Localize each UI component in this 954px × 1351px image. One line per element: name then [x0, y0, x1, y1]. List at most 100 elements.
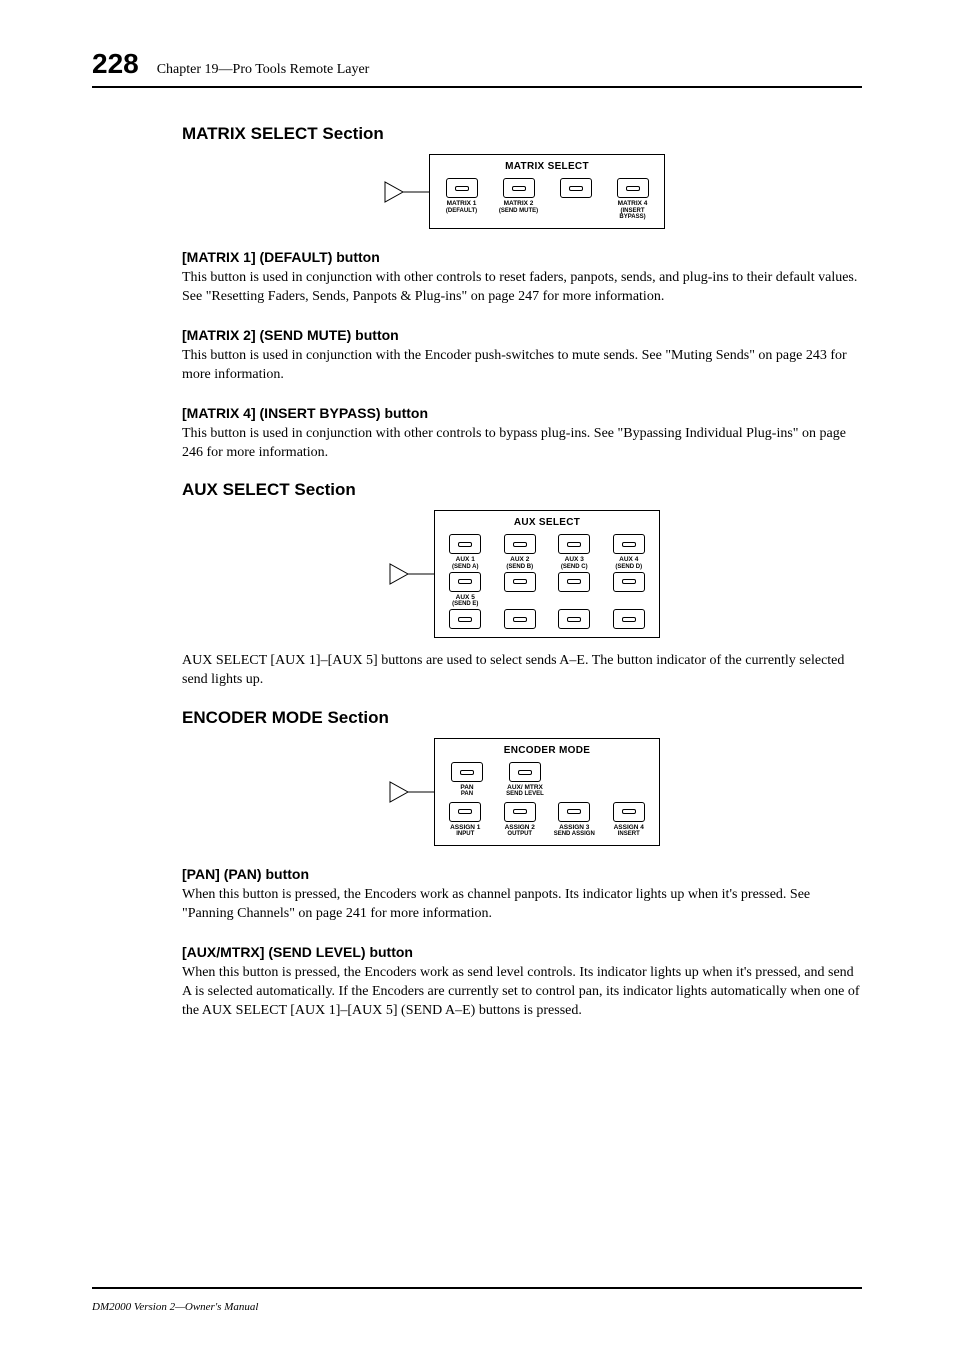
encoder-btn: PAN PAN	[443, 762, 491, 797]
matrix-btn-4: MATRIX 4 (INSERT BYPASS)	[609, 178, 656, 220]
encoder-panel-title: ENCODER MODE	[443, 745, 651, 756]
page-number: 228	[92, 48, 139, 80]
hw-button-icon	[449, 572, 481, 592]
btn-label: ASSIGN 1	[450, 824, 480, 831]
diagram-lead-icon	[379, 154, 429, 229]
aux-row-1: AUX 1 (SEND A) AUX 2 (SEND B) AUX 3 (SEN…	[443, 534, 651, 569]
encoder-btn: ASSIGN 1 INPUT	[443, 802, 488, 837]
hw-button-icon	[504, 534, 536, 554]
aux-row-2: AUX 5 (SEND E)	[443, 572, 651, 607]
btn-label: AUX 3	[565, 556, 584, 563]
sub-pan-p: When this button is pressed, the Encoder…	[182, 886, 862, 924]
encoder-row-2: ASSIGN 1 INPUT ASSIGN 2 OUTPUT ASSIGN 3 …	[443, 802, 651, 837]
hw-button-icon	[504, 609, 536, 629]
matrix-panel-title: MATRIX SELECT	[438, 161, 656, 172]
encoder-btn: ASSIGN 2 OUTPUT	[498, 802, 543, 837]
btn-label: AUX 2	[510, 556, 529, 563]
btn-sub: (SEND D)	[615, 564, 642, 570]
btn-sub: (SEND E)	[452, 601, 478, 607]
btn-paren: (SEND MUTE)	[499, 208, 538, 214]
page-content: MATRIX SELECT Section MATRIX SELECT MATR…	[182, 124, 862, 1020]
aux-btn	[498, 572, 543, 607]
sub-matrix2-p: This button is used in conjunction with …	[182, 347, 862, 385]
encoder-btn: AUX/ MTRX SEND LEVEL	[501, 762, 549, 797]
matrix-btn-3	[552, 178, 599, 220]
btn-sub: PAN	[461, 791, 473, 797]
hw-button-icon	[451, 762, 483, 782]
encoder-mode-panel: ENCODER MODE PAN PAN AUX/ MTRX SEND LEVE…	[434, 738, 660, 846]
aux-select-panel: AUX SELECT AUX 1 (SEND A) AUX 2 (SEND B)…	[434, 510, 660, 638]
sub-matrix1-h: [MATRIX 1] (DEFAULT) button	[182, 249, 862, 265]
section-encoder-title: ENCODER MODE Section	[182, 708, 862, 728]
btn-sub: INSERT	[618, 831, 640, 837]
page-header: 228 Chapter 19—Pro Tools Remote Layer	[92, 48, 862, 88]
btn-paren: (DEFAULT)	[446, 208, 477, 214]
diagram-lead-icon	[384, 510, 434, 638]
matrix-select-panel: MATRIX SELECT MATRIX 1 (DEFAULT) MATRIX …	[429, 154, 665, 229]
aux-btn: AUX 1 (SEND A)	[443, 534, 488, 569]
btn-sub: SEND ASSIGN	[554, 831, 595, 837]
aux-btn	[552, 572, 597, 607]
aux-btn: AUX 5 (SEND E)	[443, 572, 488, 607]
hw-button-icon	[504, 802, 536, 822]
aux-body: AUX SELECT [AUX 1]–[AUX 5] buttons are u…	[182, 652, 862, 690]
matrix-diagram: MATRIX SELECT MATRIX 1 (DEFAULT) MATRIX …	[182, 154, 862, 229]
btn-label: AUX 1	[456, 556, 475, 563]
hw-button-icon	[449, 609, 481, 629]
encoder-diagram: ENCODER MODE PAN PAN AUX/ MTRX SEND LEVE…	[182, 738, 862, 846]
encoder-row-1: PAN PAN AUX/ MTRX SEND LEVEL	[443, 762, 651, 797]
btn-sub: SEND LEVEL	[506, 791, 544, 797]
matrix-btn-1: MATRIX 1 (DEFAULT)	[438, 178, 485, 220]
btn-sub: INPUT	[456, 831, 474, 837]
btn-label: AUX 5	[456, 594, 475, 601]
btn-paren: (INSERT BYPASS)	[609, 208, 656, 220]
aux-panel-title: AUX SELECT	[443, 517, 651, 528]
btn-label: AUX 4	[619, 556, 638, 563]
aux-btn	[607, 609, 652, 629]
aux-btn	[552, 609, 597, 629]
aux-btn: AUX 4 (SEND D)	[607, 534, 652, 569]
footer-rule	[92, 1287, 862, 1289]
hw-button-icon	[613, 572, 645, 592]
aux-btn	[498, 609, 543, 629]
sub-pan-h: [PAN] (PAN) button	[182, 866, 862, 882]
hw-button-icon	[449, 802, 481, 822]
aux-btn	[607, 572, 652, 607]
matrix-button-row: MATRIX 1 (DEFAULT) MATRIX 2 (SEND MUTE) …	[438, 178, 656, 220]
btn-label: MATRIX 2	[504, 200, 534, 207]
btn-label: PAN	[460, 784, 473, 791]
aux-row-3	[443, 609, 651, 629]
sub-auxmtrx-p: When this button is pressed, the Encoder…	[182, 964, 862, 1021]
section-aux-title: AUX SELECT Section	[182, 480, 862, 500]
btn-label: ASSIGN 4	[614, 824, 644, 831]
aux-btn	[443, 609, 488, 629]
matrix-btn-2: MATRIX 2 (SEND MUTE)	[495, 178, 542, 220]
btn-label: MATRIX 4	[618, 200, 648, 207]
sub-auxmtrx-h: [AUX/MTRX] (SEND LEVEL) button	[182, 944, 862, 960]
aux-btn: AUX 2 (SEND B)	[498, 534, 543, 569]
footer-text: DM2000 Version 2—Owner's Manual	[92, 1301, 258, 1313]
hw-button-icon	[504, 572, 536, 592]
btn-label: ASSIGN 2	[505, 824, 535, 831]
btn-sub: (SEND A)	[452, 564, 478, 570]
hw-button-icon	[503, 178, 535, 198]
aux-btn: AUX 3 (SEND C)	[552, 534, 597, 569]
btn-label: ASSIGN 3	[559, 824, 589, 831]
diagram-lead-icon	[384, 738, 434, 846]
btn-sub: (SEND B)	[506, 564, 533, 570]
hw-button-icon	[613, 802, 645, 822]
hw-button-icon	[558, 609, 590, 629]
hw-button-icon	[560, 178, 592, 198]
sub-matrix4-p: This button is used in conjunction with …	[182, 425, 862, 463]
chapter-title: Chapter 19—Pro Tools Remote Layer	[157, 62, 370, 78]
hw-button-icon	[613, 534, 645, 554]
aux-diagram: AUX SELECT AUX 1 (SEND A) AUX 2 (SEND B)…	[182, 510, 862, 638]
sub-matrix1-p: This button is used in conjunction with …	[182, 269, 862, 307]
btn-sub: (SEND C)	[561, 564, 588, 570]
encoder-btn: ASSIGN 4 INSERT	[607, 802, 652, 837]
btn-sub: OUTPUT	[507, 831, 532, 837]
hw-button-icon	[449, 534, 481, 554]
btn-label: AUX/ MTRX	[507, 784, 543, 791]
sub-matrix2-h: [MATRIX 2] (SEND MUTE) button	[182, 327, 862, 343]
hw-button-icon	[509, 762, 541, 782]
